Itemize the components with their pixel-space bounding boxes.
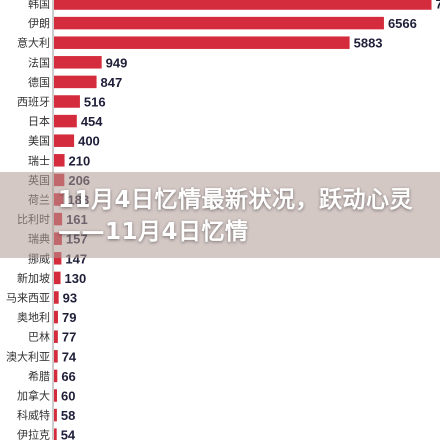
value-label-3: 949 [106, 55, 128, 70]
bar-18 [54, 350, 58, 363]
category-label-2: 意大利 [17, 36, 50, 50]
category-label-17: 巴林 [28, 330, 50, 344]
bar-14 [54, 271, 61, 285]
category-label-20: 加拿大 [17, 389, 50, 403]
bar-2 [54, 36, 350, 49]
category-labels: 韩国伊朗意大利法国德国西班牙日本美国瑞士英国荷兰比利时瑞典挪威新加坡马来西亚奥地… [6, 0, 50, 440]
category-label-21: 科威特 [17, 408, 50, 422]
value-label-22: 54 [61, 428, 76, 440]
bar-6 [54, 114, 77, 128]
value-label-18: 74 [62, 349, 77, 364]
bar-13 [54, 252, 62, 265]
category-label-8: 瑞士 [28, 153, 50, 167]
category-label-5: 西班牙 [17, 96, 50, 109]
bar-17 [54, 330, 58, 343]
value-label-0: 7513 [436, 0, 440, 12]
value-label-8: 210 [69, 153, 91, 168]
category-label-1: 伊朗 [28, 17, 50, 30]
bar-22 [54, 428, 57, 440]
bar-20 [54, 389, 58, 402]
bar-3 [54, 56, 102, 69]
category-label-22: 伊拉克 [17, 428, 50, 440]
category-label-19: 希腊 [28, 369, 50, 383]
category-label-0: 韩国 [28, 0, 50, 11]
bar-0 [54, 0, 432, 10]
value-label-21: 58 [61, 408, 75, 423]
headline-overlay [0, 172, 440, 258]
bar-5 [54, 95, 80, 108]
value-label-7: 400 [78, 134, 100, 149]
value-label-17: 77 [62, 330, 76, 345]
category-label-7: 美国 [28, 135, 50, 148]
value-label-16: 79 [62, 310, 76, 325]
bar-19 [54, 369, 58, 383]
bar-15 [54, 291, 59, 304]
bar-7 [54, 134, 75, 147]
bar-21 [54, 408, 57, 422]
value-label-1: 6566 [388, 16, 417, 31]
bar-1 [54, 16, 384, 30]
category-label-15: 马来西亚 [6, 292, 50, 305]
category-label-4: 德国 [28, 75, 50, 89]
bar-4 [54, 75, 97, 89]
value-label-6: 454 [81, 114, 103, 129]
category-label-18: 澳大利亚 [6, 349, 50, 363]
bar-8 [54, 154, 65, 167]
value-label-19: 66 [61, 369, 75, 384]
headline-text: 11月4日忆情最新状况，跃动心灵——11月4日忆情 [58, 187, 414, 245]
value-label-4: 847 [101, 75, 123, 90]
value-label-2: 5883 [354, 36, 383, 51]
category-label-16: 奥地利 [17, 310, 50, 324]
category-label-14: 新加坡 [17, 271, 50, 285]
value-label-14: 130 [65, 271, 87, 286]
category-label-3: 法国 [28, 55, 50, 69]
value-label-20: 60 [61, 389, 75, 404]
value-label-15: 93 [63, 291, 77, 306]
value-label-5: 516 [84, 95, 106, 110]
bar-16 [54, 310, 58, 324]
category-label-6: 日本 [28, 114, 50, 128]
